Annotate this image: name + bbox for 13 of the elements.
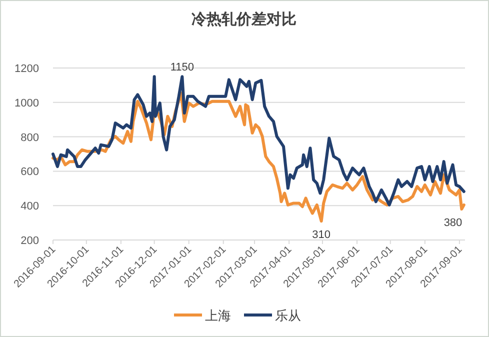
annotation: 310 (312, 229, 331, 242)
y-tick-label: 1000 (14, 97, 39, 110)
y-tick-label: 600 (20, 166, 39, 178)
y-tick-label: 800 (20, 132, 39, 144)
legend-label: 乐从 (275, 308, 301, 323)
line-series (52, 75, 466, 206)
annotation: 380 (444, 217, 462, 230)
chart-title: 冷热轧价差对比 (192, 11, 296, 28)
y-tick-label: 400 (20, 200, 39, 213)
annotation: 1150 (170, 62, 194, 74)
y-tick-label: 200 (20, 235, 39, 247)
y-tick-label: 1200 (14, 63, 39, 75)
legend-label: 上海 (205, 308, 231, 323)
